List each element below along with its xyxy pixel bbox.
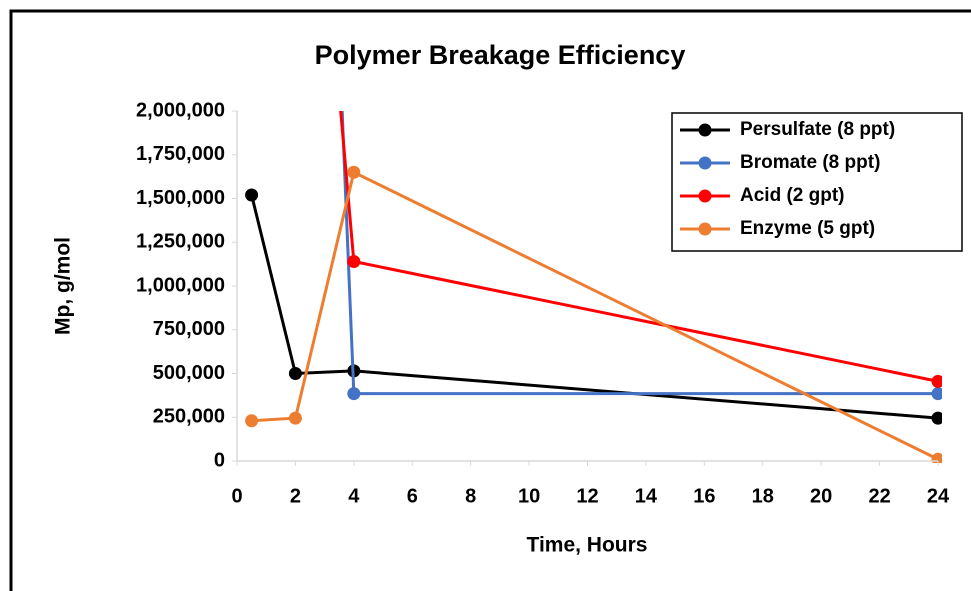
x-tick-label: 4 [348,485,360,507]
chart-title: Polymer Breakage Efficiency [315,40,686,70]
x-tick-label: 8 [465,485,476,507]
x-tick-label: 24 [927,485,950,507]
y-tick-label: 750,000 [153,318,225,340]
x-tick-label: 20 [810,485,832,507]
legend-marker [698,189,712,203]
data-point [288,411,302,425]
x-tick-label: 14 [635,485,658,507]
series-line [251,170,939,461]
x-tick-label: 16 [693,485,715,507]
x-tick-label: 10 [518,485,540,507]
y-tick-label: 1,250,000 [136,231,225,253]
x-tick-label: 12 [576,485,598,507]
data-point [347,387,361,401]
data-point [245,188,259,202]
legend-label: Persulfate (8 ppt) [740,119,895,140]
legend-marker [698,222,712,236]
x-tick-label: 18 [752,485,774,507]
data-point [931,411,942,425]
x-tick-label: 2 [290,485,301,507]
legend-marker [698,123,712,137]
data-point [245,414,259,428]
y-tick-label: 1,500,000 [136,187,225,209]
x-tick-label: 0 [231,485,242,507]
y-tick-label: 0 [214,449,225,471]
data-point [931,387,942,401]
legend-label: Bromate (8 ppt) [740,152,880,173]
frame [9,9,971,591]
y-tick-label: 1,750,000 [136,143,225,165]
y-tick-label: 1,000,000 [136,274,225,296]
data-point [931,374,942,388]
legend-label: Acid (2 gpt) [740,185,845,206]
x-tick-label: 22 [868,485,890,507]
x-tick-label: 6 [407,485,418,507]
plot-area [245,111,942,463]
y-tick-label: 500,000 [153,362,225,384]
y-tick-label: 2,000,000 [136,99,225,121]
legend-label: Enzyme (5 gpt) [740,218,875,239]
x-axis-label: Time, Hours [527,534,648,557]
y-axis-label: Mp, g/mol [52,237,75,335]
legend-marker [698,156,712,170]
data-point [288,367,302,380]
data-point [347,255,361,268]
y-tick-label: 250,000 [153,406,225,428]
data-point [347,165,361,179]
